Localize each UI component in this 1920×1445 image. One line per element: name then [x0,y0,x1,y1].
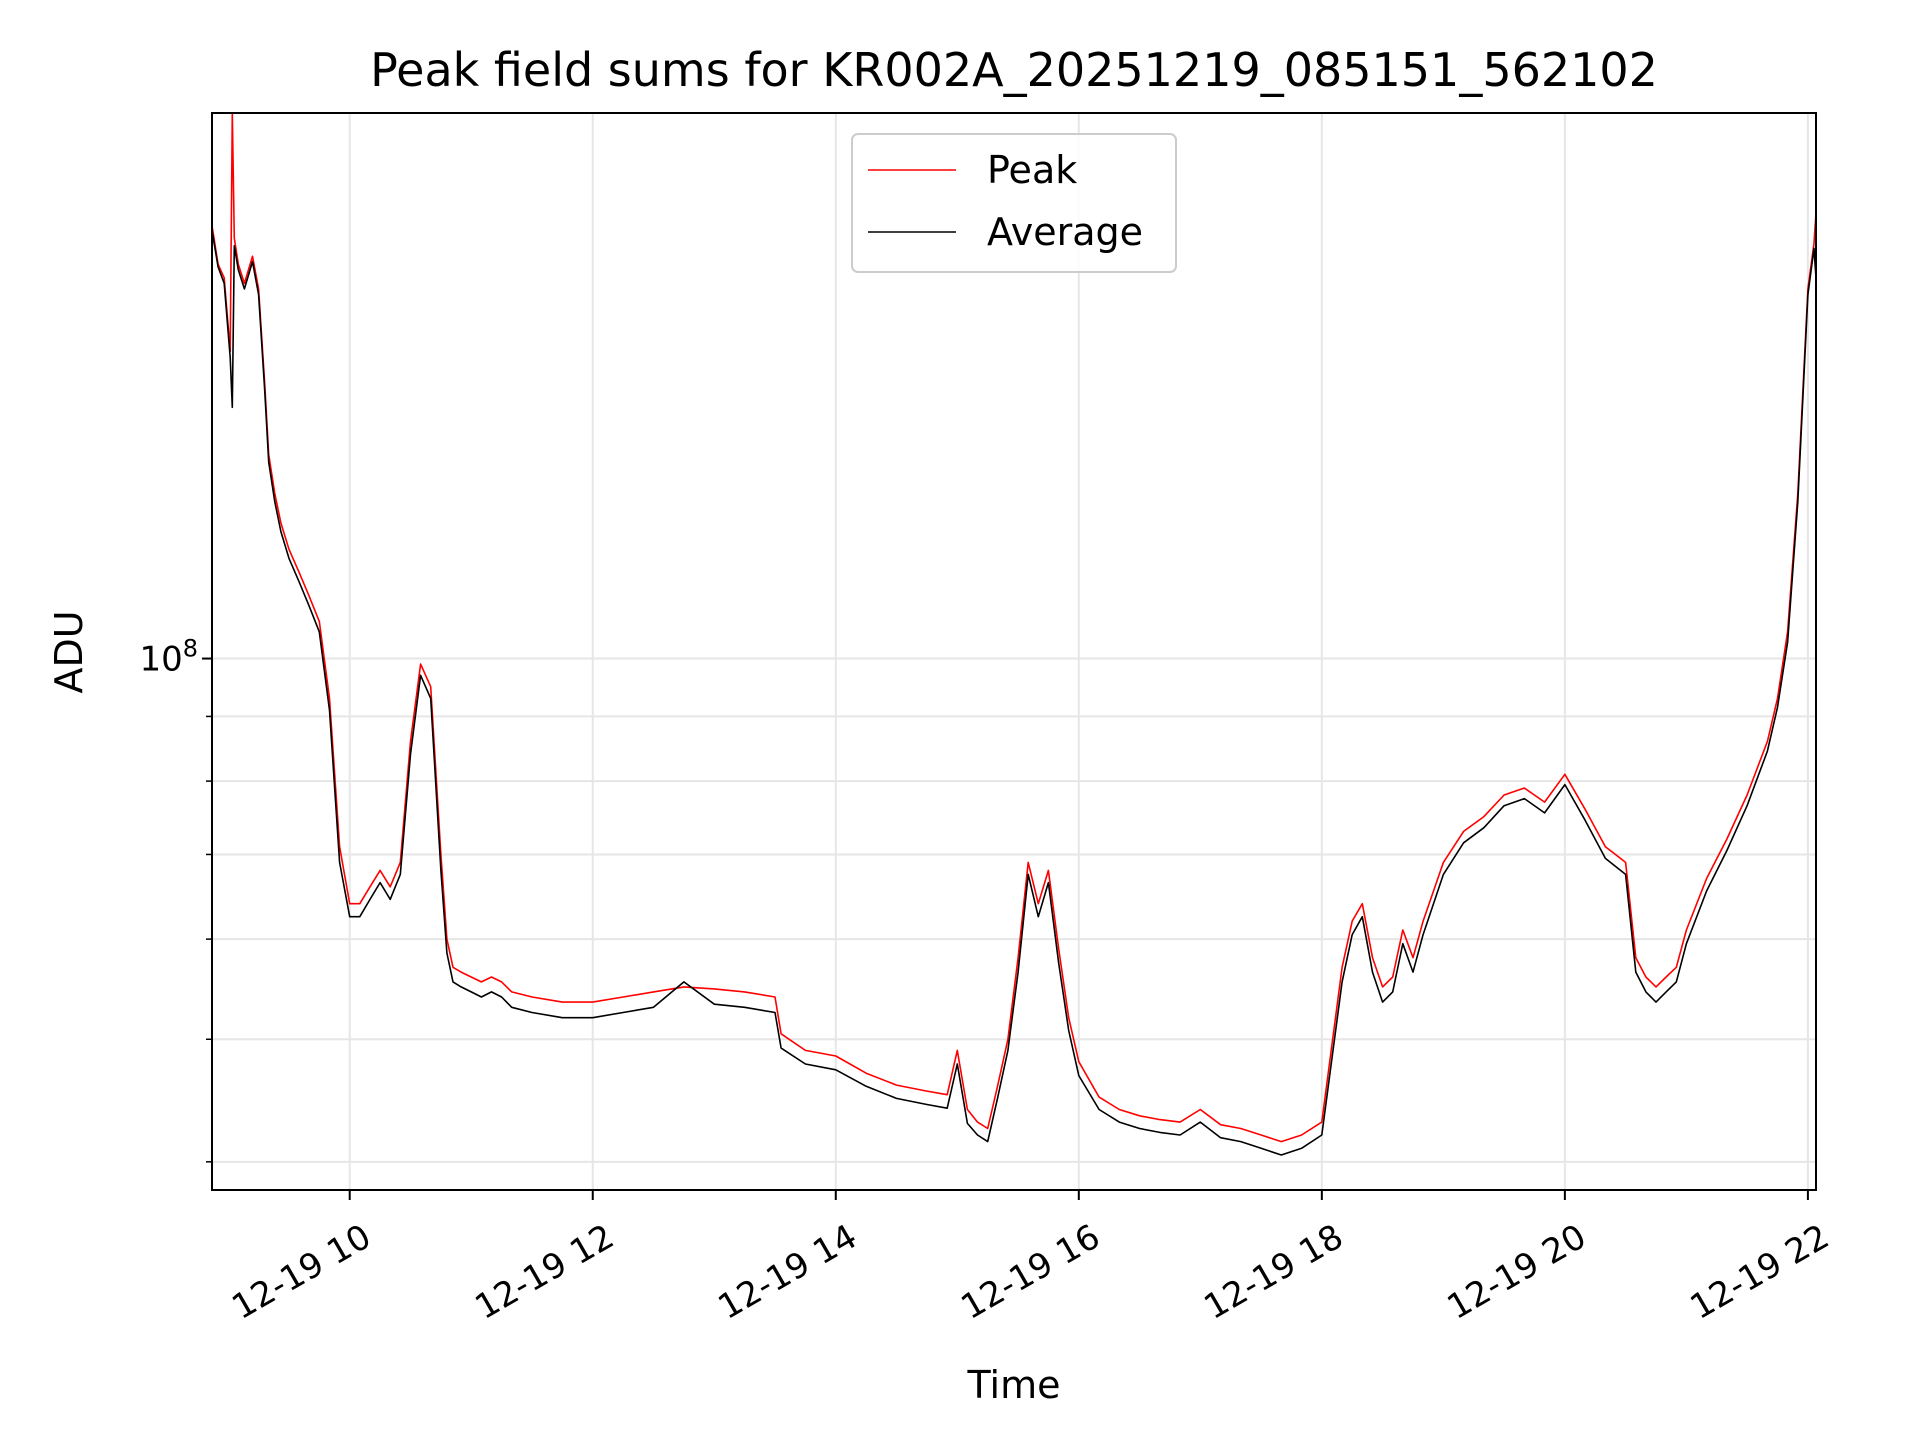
grid-layer [212,113,1816,1190]
chart-title: Peak field sums for KR002A_20251219_0851… [370,43,1658,97]
series-line-average [211,230,1817,1156]
series-layer [211,112,1817,1156]
series-line-peak [211,112,1817,1143]
x-tick-label: 12-19 22 [1684,1217,1836,1328]
plot-frame [211,112,1817,1191]
y-axis-label: ADU [47,610,91,693]
x-tick-label: 12-19 10 [225,1217,377,1328]
x-tick-label: 12-19 20 [1441,1217,1593,1328]
x-tick-label: 12-19 18 [1198,1217,1350,1328]
x-tick-label: 12-19 16 [955,1217,1107,1328]
legend-label-peak: Peak [987,148,1077,192]
legend: Peak Average [851,133,1177,273]
legend-label-average: Average [987,210,1143,254]
x-tick-label: 12-19 12 [468,1217,620,1328]
x-tick-label: 12-19 14 [711,1217,863,1328]
tick-layer: 12-19 10 12-19 12 12-19 14 12-19 16 12-19 18… [139,635,1836,1328]
x-axis-label: Time [967,1363,1061,1407]
legend-box [851,133,1177,273]
y-tick-label: 108 [139,635,198,680]
